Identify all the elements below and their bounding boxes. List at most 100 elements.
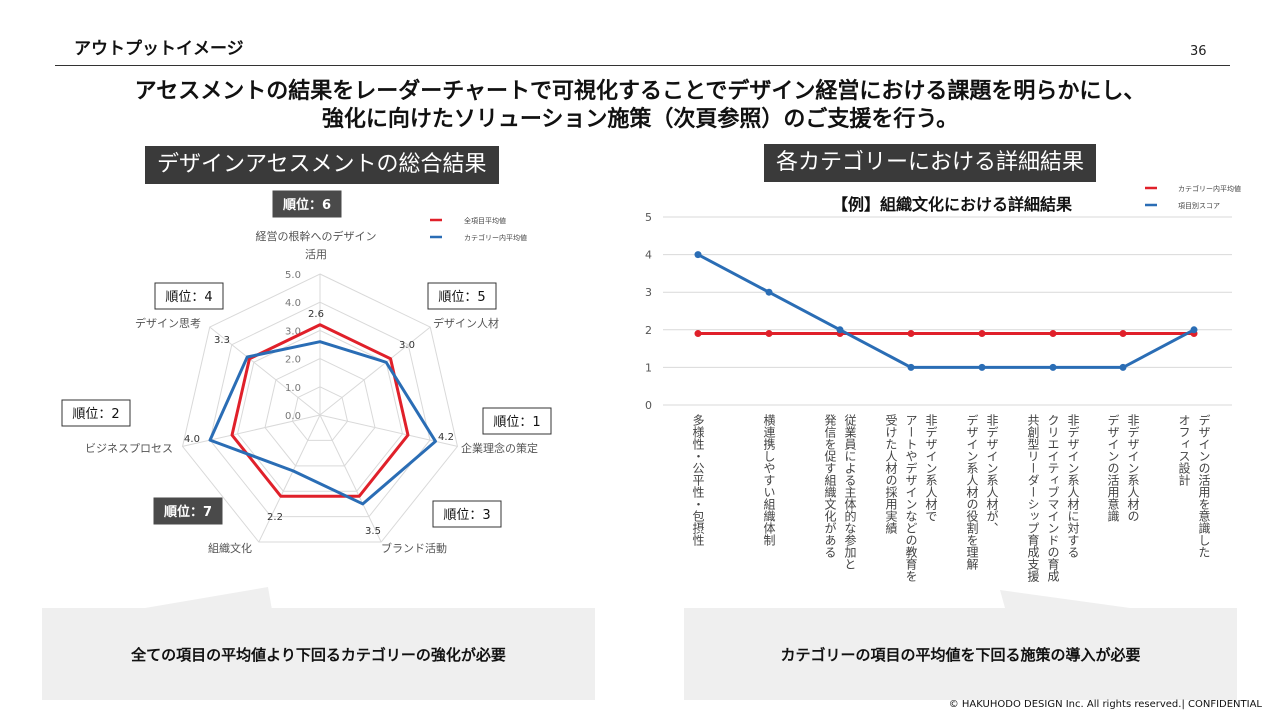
radar-axis-label: 経営の根幹へのデザイン <box>256 229 377 243</box>
header-rule <box>55 65 1230 66</box>
line-chart-title: 【例】組織文化における詳細結果 <box>832 195 1072 214</box>
radar-value-label: 3.5 <box>365 526 381 537</box>
line-y-tick-label: 0 <box>645 399 652 412</box>
radar-tick-label: 2.0 <box>285 355 301 366</box>
rank-badge-text: 順位：5 <box>438 290 485 305</box>
line-point <box>836 326 844 334</box>
line-point <box>1049 330 1057 338</box>
radar-value-label: 4.0 <box>184 434 200 445</box>
radar-series-2 <box>208 340 437 506</box>
right-note: カテゴリーの項目の平均値を下回る施策の導入が必要 <box>684 608 1237 700</box>
radar-spoke <box>319 326 431 416</box>
radar-value-label: 4.2 <box>438 432 454 443</box>
page-number: 36 <box>1190 44 1207 59</box>
right-callout-pointer <box>1000 590 1130 608</box>
line-y-tick-label: 2 <box>645 324 652 337</box>
line-x-category-label: 非デザイン系人材に対する <box>1066 414 1080 558</box>
line-point <box>765 288 773 296</box>
line-point <box>907 330 915 338</box>
headline: アセスメントの結果をレーダーチャートで可視化することでデザイン経営における課題を… <box>40 78 1240 134</box>
line-point <box>907 363 915 371</box>
radar-tick-label: 5.0 <box>285 270 301 281</box>
radar-grid-ring <box>291 386 349 441</box>
line-legend-label: 項目別スコア <box>1178 201 1220 210</box>
rank-badge <box>154 282 224 310</box>
line-y-tick-label: 1 <box>645 361 652 374</box>
line-y-tick-label: 5 <box>645 211 652 224</box>
radar-axis-label: ビジネスプロセス <box>85 442 173 455</box>
radar-spoke <box>209 326 321 416</box>
rank-badge <box>153 497 223 525</box>
radar-spoke <box>319 414 382 543</box>
radar-grid-ring <box>264 358 376 467</box>
radar-tick-label: 3.0 <box>285 326 301 337</box>
radar-value-label: 3.3 <box>214 335 230 346</box>
line-point <box>765 330 773 338</box>
rank-badge <box>427 282 497 310</box>
copyright: © HAKUHODO DESIGN Inc. All rights reserv… <box>948 699 1262 710</box>
line-legend-label: カテゴリー内平均値 <box>1178 184 1241 193</box>
rank-badge-text: 順位：2 <box>72 407 119 422</box>
radar-axis-label: ブランド活動 <box>381 541 447 555</box>
headline-line-2: 強化に向けたソリューション施策（次頁参照）のご支援を行う。 <box>321 107 959 132</box>
left-note: 全ての項目の平均値より下回るカテゴリーの強化が必要 <box>42 608 595 700</box>
line-x-category-label: デザインの活用意識 <box>1106 414 1120 523</box>
line-x-category-label: 従業員による主体的な参加と <box>843 414 857 570</box>
line-point <box>978 363 986 371</box>
rank-badge-text: 順位：4 <box>165 290 212 305</box>
right-section-title: 各カテゴリーにおける詳細結果 <box>764 144 1097 182</box>
line-series-2 <box>697 253 1195 369</box>
radar-grid-ring <box>236 329 404 492</box>
rank-badge-text: 順位：7 <box>164 504 212 520</box>
rank-badge <box>432 500 502 528</box>
line-x-category-label: アートやデザインなどの教育を <box>904 414 918 582</box>
radar-axis-label: 企業理念の策定 <box>461 441 538 455</box>
line-point <box>1119 330 1127 338</box>
line-point <box>1049 363 1057 371</box>
line-x-category-label: クリエイティブマインドの育成 <box>1046 414 1060 583</box>
radar-legend-label: カテゴリー内平均値 <box>464 233 527 242</box>
radar-spoke <box>258 414 321 543</box>
line-point <box>694 251 702 259</box>
line-x-category-label: 非デザイン系人材が、 <box>985 414 999 534</box>
radar-grid-ring <box>209 301 431 518</box>
radar-tick-label: 0.0 <box>285 411 301 422</box>
line-chart: 【例】組織文化における詳細結果 0 1 2 3 4 5 多様性・公平性・包摂性 横連携しやすい組… <box>645 184 1241 583</box>
radar-axis-label: 組織文化 <box>208 541 252 555</box>
line-y-tick-label: 4 <box>645 249 652 262</box>
radar-legend-label: 全項目平均値 <box>464 216 506 225</box>
line-x-category-label: 横連携しやすい組織体制 <box>762 414 776 546</box>
line-x-category-label: 受けた人材の採用実績 <box>884 414 898 535</box>
rank-badge <box>482 407 552 435</box>
left-callout-pointer <box>145 587 272 610</box>
line-x-category-label: オフィス設計 <box>1177 414 1191 486</box>
line-point <box>978 330 986 338</box>
radar-spoke <box>182 414 321 447</box>
radar-tick-label: 1.0 <box>285 383 301 394</box>
line-x-category-label: 非デザイン系人材で <box>924 414 938 522</box>
line-x-category-label: デザインの活用を意識した <box>1197 414 1211 558</box>
line-x-category-label: 発信を促す組織文化がある <box>823 414 837 558</box>
left-section-title: デザインアセスメントの総合結果 <box>145 146 499 184</box>
radar-axis-label: デザイン思考 <box>135 316 201 330</box>
rank-badge <box>272 190 342 218</box>
line-x-category-label: デザイン系人材の役割を理解 <box>965 414 979 571</box>
line-y-tick-label: 3 <box>645 286 652 299</box>
headline-line-1: アセスメントの結果をレーダーチャートで可視化することでデザイン経営における課題を… <box>134 79 1146 104</box>
radar-axis-label: 活用 <box>305 248 327 261</box>
line-x-category-label: 共創型リーダーシップ育成支援 <box>1026 414 1040 583</box>
rank-badge-text: 順位：6 <box>283 197 331 213</box>
header-title: アウトプットイメージ <box>74 39 244 59</box>
rank-badge-text: 順位：1 <box>493 415 540 430</box>
radar-grid-ring <box>181 273 459 543</box>
radar-value-label: 3.0 <box>399 340 415 351</box>
line-point <box>1119 363 1127 371</box>
line-point <box>694 330 702 338</box>
radar-value-label: 2.6 <box>308 309 324 320</box>
line-x-category-label: 多様性・公平性・包摂性 <box>691 414 705 547</box>
radar-tick-label: 4.0 <box>285 298 301 309</box>
radar-value-label: 2.2 <box>267 512 283 523</box>
radar-axis-label: デザイン人材 <box>433 316 499 330</box>
